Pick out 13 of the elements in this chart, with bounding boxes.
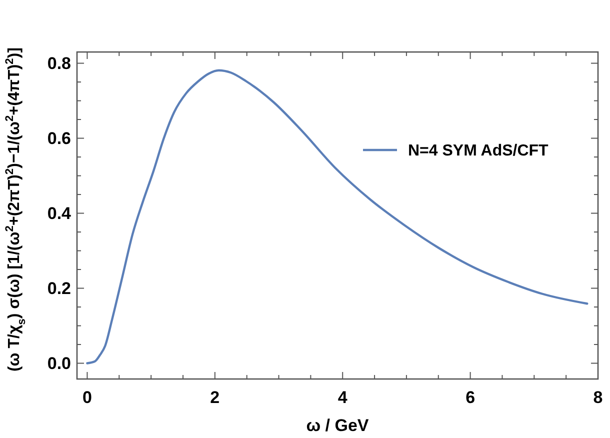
- y-tick-label: 0.6: [47, 129, 71, 148]
- x-tick-label: 8: [593, 388, 603, 407]
- y-tick-label: 0.0: [47, 354, 71, 374]
- y-tick-label: 0.8: [47, 54, 71, 74]
- line-series: [86, 69, 588, 364]
- y-tick-label: 0.2: [47, 279, 71, 298]
- x-tick-label: 6: [466, 388, 476, 407]
- legend-label: N=4 SYM AdS/CFT: [408, 142, 549, 160]
- x-axis-title: ω / GeV: [306, 416, 370, 435]
- x-tick-label: 2: [210, 388, 220, 407]
- x-tick-label: 4: [338, 388, 348, 407]
- y-tick-label: 0.4: [47, 204, 72, 224]
- x-tick-label: 0: [82, 388, 92, 407]
